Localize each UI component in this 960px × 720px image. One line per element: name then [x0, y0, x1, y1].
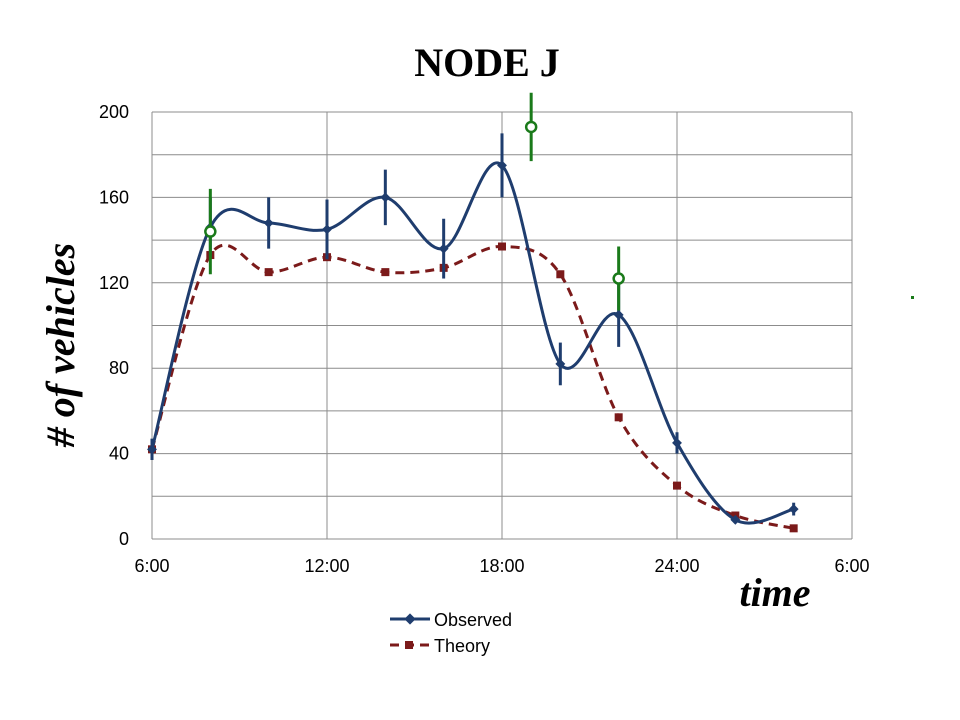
plot-grid [151, 111, 853, 540]
observed-point [380, 192, 391, 203]
observed-point [672, 437, 682, 448]
legend-theory-marker [405, 641, 413, 649]
legend-observed-marker [404, 613, 416, 625]
observed-point [438, 243, 449, 254]
observed-point [730, 514, 741, 525]
theory-point [789, 524, 798, 533]
theory-point [673, 481, 681, 490]
y-tick-label: 120 [99, 273, 129, 293]
y-axis-label: # of vehicles [38, 243, 83, 448]
observed-point [263, 218, 274, 228]
x-tick-label: 12:00 [304, 556, 349, 576]
y-tick-label: 0 [119, 529, 129, 549]
x-tick-label: 6:00 [134, 556, 169, 576]
theory-point [264, 268, 273, 277]
green-point [524, 120, 538, 134]
legend-observed: Observed [390, 610, 512, 630]
observed-point [497, 160, 507, 171]
x-tick-label: 6:00 [834, 556, 869, 576]
green-point [204, 225, 217, 238]
y-tick-label: 80 [109, 358, 129, 378]
x-axis-label: time [739, 570, 810, 615]
observed-point [322, 224, 332, 235]
green-point [612, 272, 625, 285]
observed-point [555, 358, 566, 369]
stray-dot [911, 296, 914, 299]
y-tick-label: 40 [109, 444, 129, 464]
y-tick-label: 160 [99, 187, 129, 207]
theory-point [614, 413, 623, 422]
theory-point [556, 270, 565, 279]
series-line-observed [150, 161, 795, 525]
observed-point [147, 444, 157, 455]
series-line-theory [150, 243, 795, 530]
observed-point [613, 309, 624, 320]
series-layer [147, 133, 799, 533]
y-tick-label: 200 [99, 102, 129, 122]
axis-tick-labels: 0 40 80 120 160 200 6:00 12:00 18:00 24:00 6:00 [99, 102, 870, 576]
observed-point [788, 504, 799, 515]
legend-theory: Theory [390, 636, 490, 656]
legend-observed-label: Observed [434, 610, 512, 630]
legend-theory-label: Theory [434, 636, 490, 656]
x-tick-label: 18:00 [479, 556, 524, 576]
theory-point [498, 242, 506, 251]
theory-point [381, 268, 390, 277]
x-tick-label: 24:00 [654, 556, 699, 576]
green-observations [204, 92, 625, 311]
chart-title: NODE J [414, 40, 560, 85]
legend: Observed Theory [390, 610, 512, 656]
